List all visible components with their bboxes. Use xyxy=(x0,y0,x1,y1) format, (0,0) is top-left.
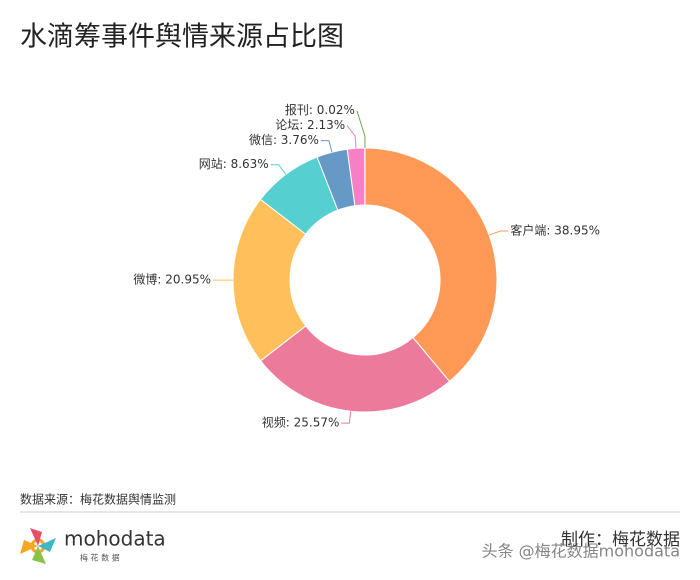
chart-title: 水滴筹事件舆情来源占比图 xyxy=(20,22,344,53)
data-label: 视频: 25.57% xyxy=(262,415,340,430)
data-label: 网站: 8.63% xyxy=(199,157,269,171)
data-label: 报刊: 0.02% xyxy=(285,102,355,117)
brand-sub: 梅 花 数 据 xyxy=(80,553,120,563)
watermark: 头条 @梅花数据mohodata xyxy=(482,542,680,561)
source: 数据来源：梅花数据舆情监测 xyxy=(20,492,176,507)
data-label: 客户端: 38.95% xyxy=(510,222,600,237)
data-label: 微信: 3.76% xyxy=(249,133,319,147)
brand: mohodata xyxy=(64,527,166,551)
data-label: 微博: 20.95% xyxy=(133,272,211,287)
data-label: 论坛: 2.13% xyxy=(275,118,345,132)
